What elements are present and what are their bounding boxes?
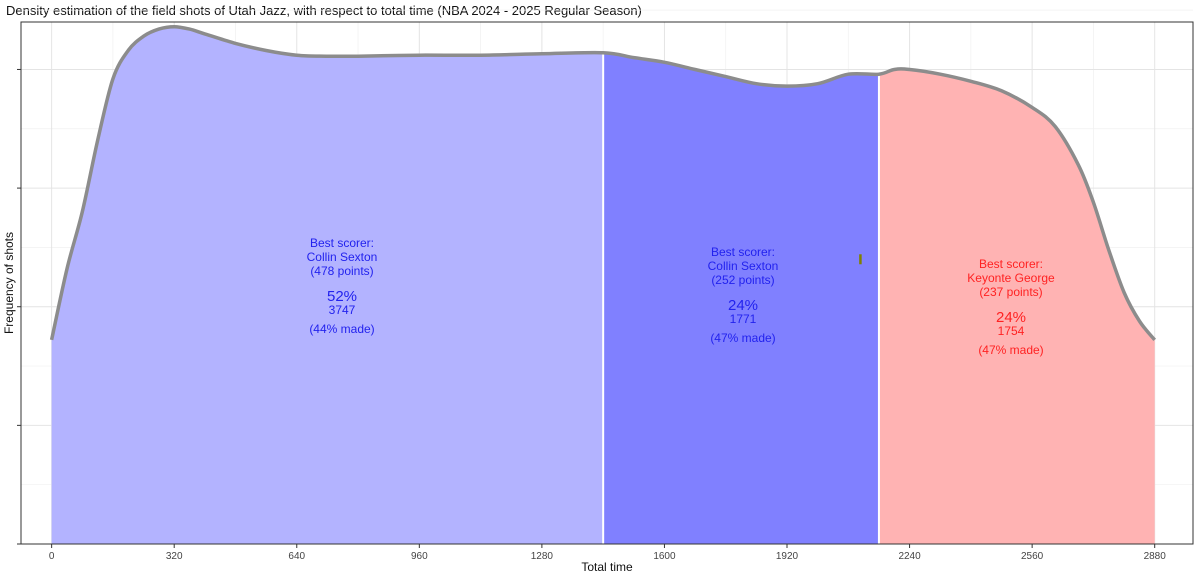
x-tick-label: 1280	[531, 551, 554, 562]
x-tick-label: 0	[49, 551, 55, 562]
segment-annotations: Best scorer:Collin Sexton(478 points)52%…	[307, 236, 1055, 357]
shot-count: 1771	[730, 312, 757, 326]
shot-count: 1754	[998, 324, 1025, 338]
x-tick-label: 2560	[1021, 551, 1044, 562]
shot-percent: 24%	[728, 297, 758, 314]
segment-area-3	[878, 68, 1155, 544]
best-scorer-points: (478 points)	[310, 264, 373, 278]
shot-percent: 52%	[327, 288, 357, 305]
plot-panel-border	[20, 21, 1194, 545]
x-tick-label: 320	[166, 551, 183, 562]
x-tick-label: 1920	[776, 551, 799, 562]
x-tick-label: 2240	[898, 551, 921, 562]
x-tick-label: 640	[288, 551, 305, 562]
y-axis-ticks	[17, 68, 21, 545]
density-curve-line	[49, 24, 1157, 342]
made-percent: (47% made)	[710, 331, 775, 345]
x-tick-label: 960	[411, 551, 428, 562]
shot-percent: 24%	[996, 309, 1026, 326]
x-axis-ticks: 0 320 640 960 1280 1600 1920 2240 2560 2880	[49, 544, 1166, 562]
x-tick-label: 2880	[1144, 551, 1167, 562]
segment-annotation-1: Best scorer:Collin Sexton(478 points) 52%…	[307, 236, 378, 336]
y-axis-label: Frequency of shots	[2, 232, 16, 334]
x-tick-label: 1600	[653, 551, 676, 562]
segment-area-1	[51, 26, 604, 544]
segment-dividers	[602, 52, 880, 544]
best-scorer-points: (237 points)	[979, 285, 1042, 299]
made-percent: (44% made)	[309, 322, 374, 336]
best-scorer-name: Collin Sexton	[307, 250, 378, 264]
marker-group	[859, 254, 862, 265]
best-scorer-name: Keyonte George	[967, 271, 1055, 285]
segment-areas	[51, 26, 1155, 545]
chart-title: Density estimation of the field shots of…	[6, 3, 642, 18]
segment-area-2	[603, 52, 879, 545]
x-axis-label: Total time	[581, 560, 633, 574]
best-scorer-name: Collin Sexton	[708, 259, 779, 273]
best-scorer-points: (252 points)	[711, 273, 774, 287]
marker	[859, 254, 862, 265]
best-scorer-label: Best scorer:	[711, 245, 775, 259]
best-scorer-label: Best scorer:	[310, 236, 374, 250]
segment-annotation-3: Best scorer:Keyonte George(237 points) 24…	[967, 257, 1055, 357]
shot-count: 3747	[329, 303, 356, 317]
made-percent: (47% made)	[978, 343, 1043, 357]
best-scorer-label: Best scorer:	[979, 257, 1043, 271]
segment-annotation-2: Best scorer:Collin Sexton(252 points) 24%…	[708, 245, 779, 345]
